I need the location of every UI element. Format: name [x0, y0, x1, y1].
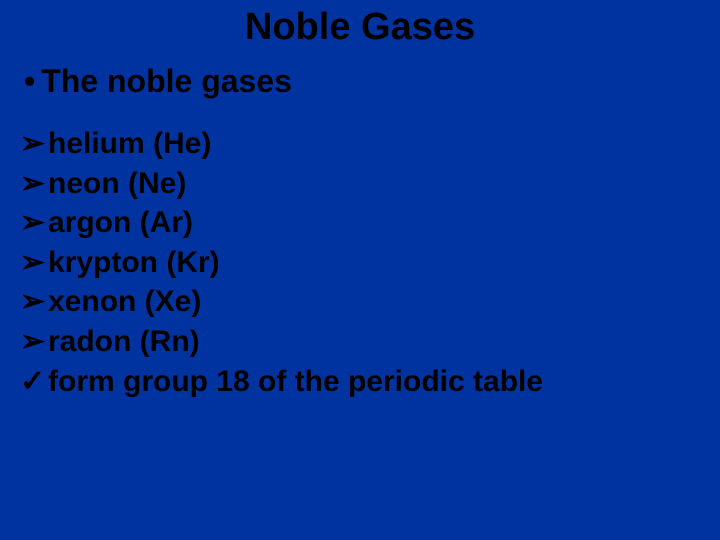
main-bullet-text: The noble gases: [41, 63, 292, 99]
list-item-text: radon (Rn): [48, 322, 200, 362]
list-item-text: form group 18 of the periodic table: [48, 362, 543, 402]
arrow-icon: ➢: [20, 322, 48, 362]
arrow-icon: ➢: [20, 203, 48, 243]
arrow-icon: ➢: [20, 124, 48, 164]
arrow-icon: ➢: [20, 282, 48, 322]
bullet-dot-icon: •: [24, 63, 35, 100]
list-item: ➢ radon (Rn): [20, 322, 702, 362]
list-item-text: helium (He): [48, 124, 211, 164]
check-icon: ✓: [20, 362, 48, 402]
list-item: ➢ xenon (Xe): [20, 282, 702, 322]
list-item: ➢ argon (Ar): [20, 203, 702, 243]
arrow-icon: ➢: [20, 164, 48, 204]
list-item: ➢ krypton (Kr): [20, 243, 702, 283]
list-item-text: krypton (Kr): [48, 243, 220, 283]
main-bullet: •The noble gases: [18, 63, 702, 102]
list-item: ➢ helium (He): [20, 124, 702, 164]
list-item-text: neon (Ne): [48, 164, 186, 204]
arrow-icon: ➢: [20, 243, 48, 283]
slide-title: Noble Gases: [18, 6, 702, 49]
list-item-text: argon (Ar): [48, 203, 193, 243]
list-item: ➢ neon (Ne): [20, 164, 702, 204]
elements-list: ➢ helium (He) ➢ neon (Ne) ➢ argon (Ar) ➢…: [18, 124, 702, 401]
list-item: ✓ form group 18 of the periodic table: [20, 362, 702, 402]
list-item-text: xenon (Xe): [48, 282, 201, 322]
